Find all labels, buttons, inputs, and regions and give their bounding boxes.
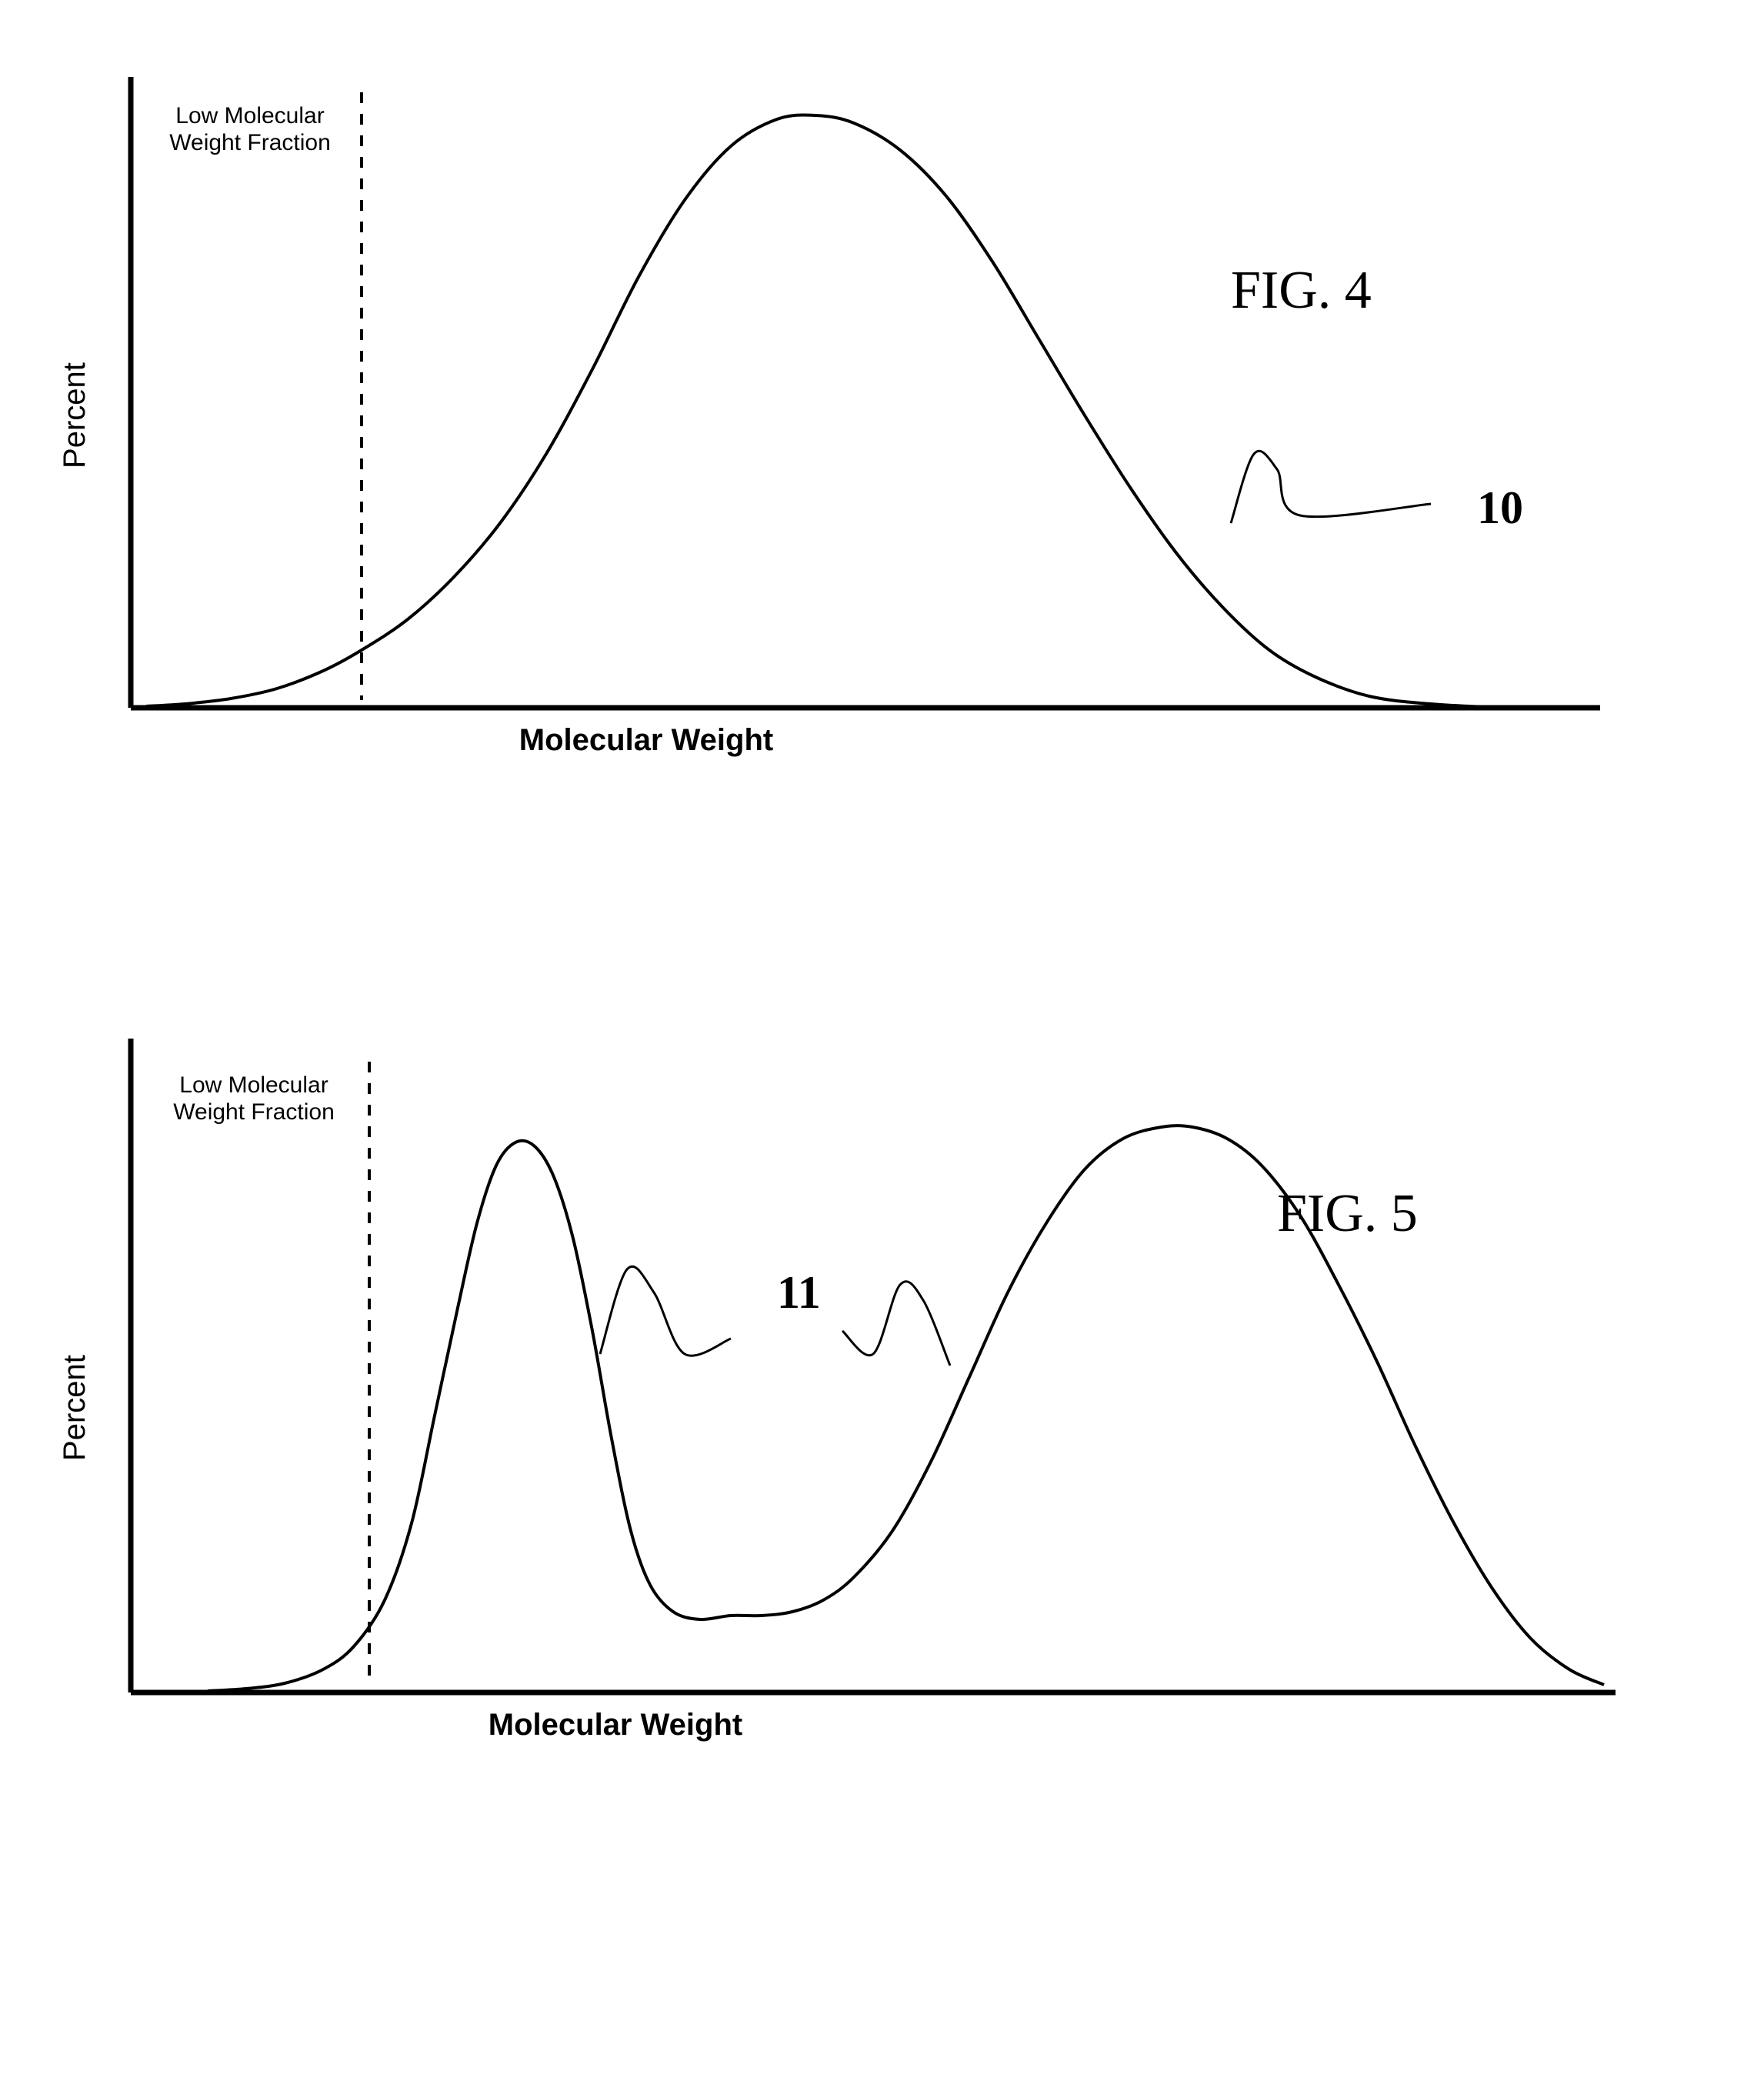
fig5-fraction-label-line1: Low Molecular <box>179 1072 328 1098</box>
fig5-y-label: Percent <box>58 1355 92 1461</box>
figure-4: Percent Molecular Weight Low Molecular W… <box>31 46 1733 785</box>
fig5-callout-number: 11 <box>777 1267 821 1318</box>
fig4-svg: Percent Molecular Weight Low Molecular W… <box>31 46 1646 785</box>
figure-5: Percent Molecular Weight Low Molecular W… <box>31 1000 1733 1769</box>
fig4-distribution-curve <box>146 115 1569 709</box>
fig4-callout-leader <box>1231 451 1431 523</box>
fig5-x-label: Molecular Weight <box>489 1708 742 1742</box>
fig4-fraction-label-line2: Weight Fraction <box>169 130 331 155</box>
fig5-callout-leader-left <box>600 1266 731 1356</box>
fig5-callout-leader-right <box>842 1282 950 1366</box>
fig5-svg: Percent Molecular Weight Low Molecular W… <box>31 1000 1646 1769</box>
fig4-y-label: Percent <box>58 362 92 469</box>
fig5-title: FIG. 5 <box>1277 1184 1418 1243</box>
fig4-title: FIG. 4 <box>1231 261 1372 320</box>
fig4-callout-number: 10 <box>1477 482 1523 533</box>
fig5-fraction-label-line2: Weight Fraction <box>173 1099 335 1125</box>
fig4-fraction-label-line1: Low Molecular <box>175 103 324 128</box>
fig4-x-label: Molecular Weight <box>519 723 773 757</box>
